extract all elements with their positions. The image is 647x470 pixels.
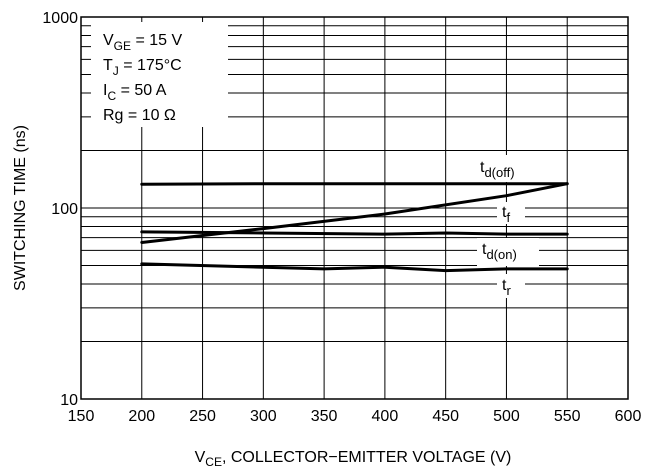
series-lines	[140, 182, 569, 273]
x-tick-label: 200	[128, 408, 155, 425]
series-label-tdoff-text: td(off)	[480, 159, 515, 180]
condition-rg: Rg = 10 Ω	[103, 107, 176, 124]
series-label-tdon-bg	[477, 238, 539, 266]
y-tick-label: 1000	[42, 10, 78, 27]
series-label-tf-text: tf	[502, 204, 510, 225]
conditions-box: VGE = 15 V TJ = 175°C IC = 50 A Rg = 10 …	[91, 22, 228, 127]
x-tick-label: 500	[493, 408, 520, 425]
grid	[80, 17, 629, 400]
x-tick-label: 300	[250, 408, 277, 425]
x-axis-label: VCE, COLLECTOR−EMITTER VOLTAGE (V)	[195, 449, 512, 469]
series-line-t-don	[140, 230, 569, 236]
series-line-t-doff	[140, 182, 569, 186]
y-tick-label: 100	[51, 201, 78, 218]
series-label-tdoff-bg	[475, 155, 545, 182]
series-label-tdoff: td(off)	[475, 155, 545, 182]
x-tick-labels: 150 200 250 300 350 400 450 500 550 600	[68, 408, 642, 425]
x-tick-label: 400	[372, 408, 399, 425]
series-label-tr-text: tr	[502, 277, 511, 298]
condition-vge: VGE = 15 V	[103, 32, 182, 53]
conditions-box-bg	[91, 22, 228, 127]
y-axis-label: SWITCHING TIME (ns)	[12, 125, 29, 291]
x-tick-label: 350	[311, 408, 338, 425]
y-tick-label: 10	[60, 392, 78, 409]
series-label-tr-bg	[497, 274, 525, 298]
x-tick-label: 250	[189, 408, 216, 425]
x-tick-label: 150	[68, 408, 95, 425]
series-label-tf-bg	[497, 202, 525, 224]
x-tick-label: 550	[554, 408, 581, 425]
series-label-tf: tf	[497, 202, 525, 225]
y-tick-labels: 10 100 1000	[42, 10, 78, 409]
condition-ic: IC = 50 A	[103, 82, 167, 103]
series-label-tdon: td(on)	[477, 238, 539, 266]
plot-frame	[80, 16, 629, 400]
x-tick-label: 450	[432, 408, 459, 425]
series-line-t-r	[140, 262, 569, 273]
condition-tj: TJ = 175°C	[103, 57, 182, 78]
series-label-tdon-text: td(on)	[482, 241, 517, 262]
x-tick-label: 600	[615, 408, 642, 425]
series-label-tr: tr	[497, 274, 525, 298]
